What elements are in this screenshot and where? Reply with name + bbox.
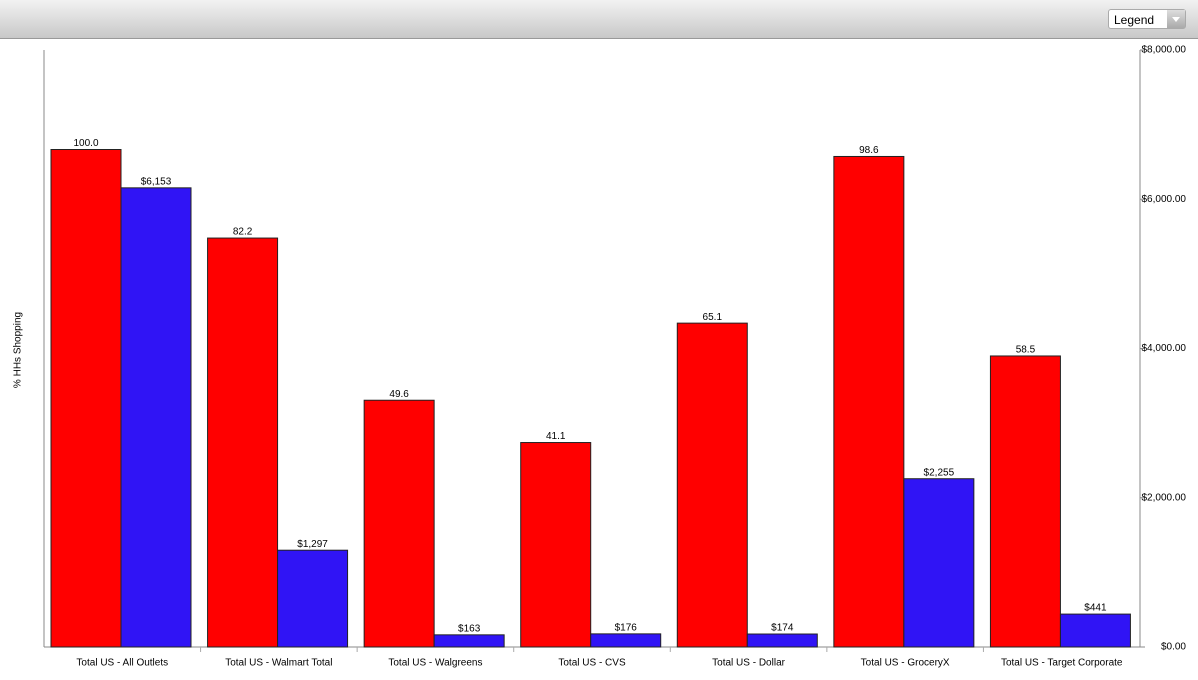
value-label: $163	[458, 623, 481, 634]
y2-tick-label: $2,000.00	[1142, 492, 1187, 503]
bar	[277, 549, 349, 648]
bar	[746, 633, 818, 648]
value-label: 41.1	[546, 431, 566, 442]
value-label: 49.6	[389, 389, 409, 400]
value-label: $176	[615, 623, 638, 634]
x-tick-label: Total US - Walgreens	[388, 658, 482, 669]
value-label: 100.0	[73, 138, 98, 149]
value-label: 58.5	[1016, 345, 1036, 356]
bar	[433, 634, 505, 648]
y2-tick-label: $8,000.00	[1142, 45, 1187, 56]
bar	[676, 322, 748, 648]
bar	[903, 478, 975, 648]
value-label: $2,255	[924, 467, 955, 478]
y-axis-label: % HHs Shopping	[13, 312, 24, 388]
x-tick-label: Total US - Target Corporate	[1001, 658, 1123, 669]
bar	[520, 442, 592, 648]
value-label: $174	[771, 623, 794, 634]
x-tick-label: Total US - Dollar	[712, 658, 785, 669]
x-tick-label: Total US - All Outlets	[76, 658, 168, 669]
legend-dropdown[interactable]: Legend	[1108, 9, 1186, 29]
bar	[590, 633, 662, 648]
toolbar: Legend	[0, 0, 1198, 39]
value-label: $441	[1084, 603, 1107, 614]
value-label: $1,297	[297, 539, 328, 550]
y2-tick-label: $4,000.00	[1142, 343, 1187, 354]
value-label: 65.1	[703, 312, 723, 323]
bar	[833, 155, 905, 648]
y2-tick-label: $6,000.00	[1142, 194, 1187, 205]
bar	[50, 149, 122, 648]
value-label: 98.6	[859, 145, 879, 156]
legend-button-label[interactable]: Legend	[1114, 13, 1155, 27]
x-tick-label: Total US - Walmart Total	[225, 658, 332, 669]
x-tick-label: Total US - CVS	[558, 658, 626, 669]
value-label: $6,153	[141, 176, 172, 187]
bar	[1059, 613, 1131, 648]
y2-tick-label: $0.00	[1161, 642, 1186, 653]
bar	[120, 187, 192, 648]
bar	[207, 237, 279, 648]
bar	[989, 355, 1061, 648]
x-tick-label: Total US - GroceryX	[861, 658, 950, 669]
bar	[363, 399, 435, 648]
value-label: 82.2	[233, 227, 253, 238]
